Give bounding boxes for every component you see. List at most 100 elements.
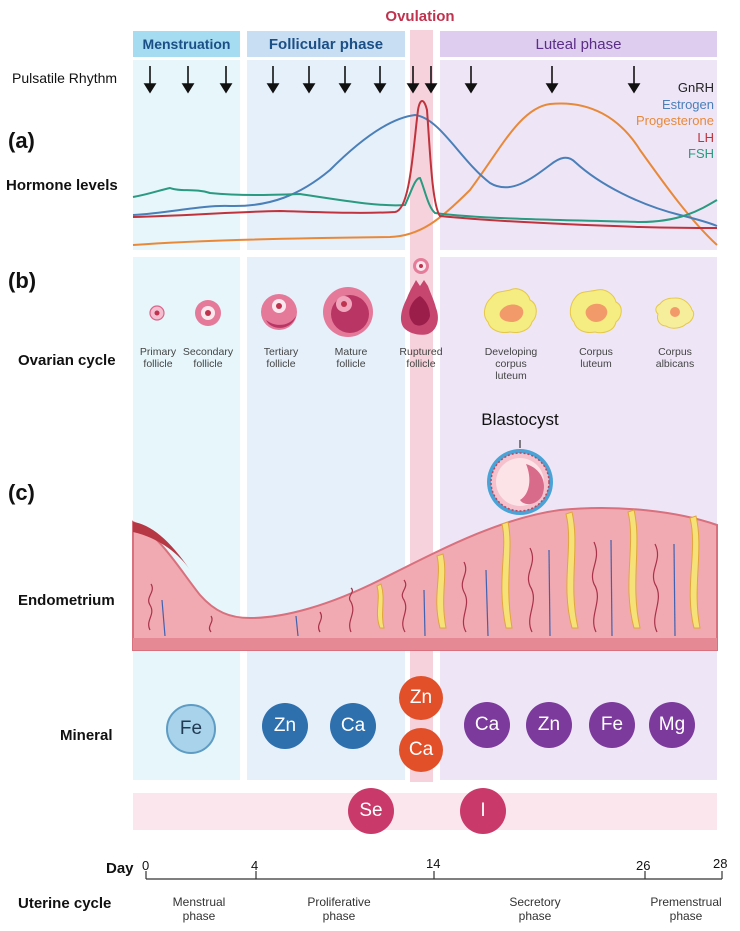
hormone-legend: GnRH Estrogen Progesterone LH FSH xyxy=(636,80,714,163)
phase-label-line: Proliferative xyxy=(307,895,371,909)
follicle-label-ruptured: Ruptured follicle xyxy=(381,346,461,370)
day-label: Day xyxy=(106,860,134,877)
pulse-arrow xyxy=(464,66,478,94)
spiral-artery xyxy=(652,543,660,633)
spiral-artery xyxy=(401,579,407,633)
legend-lh: LH xyxy=(697,129,714,145)
mineral-ca-ovulation: Ca xyxy=(399,728,443,772)
pulsatile-label: Pulsatile Rhythm xyxy=(12,70,118,86)
follicle-label-line: follicle xyxy=(406,358,436,370)
corpus-albicans-icon xyxy=(655,297,695,329)
ovarian-cycle-label: Ovarian cycle xyxy=(18,352,116,369)
legend-estrogen: Estrogen xyxy=(661,96,714,112)
pulse-arrow xyxy=(219,66,233,94)
vein xyxy=(485,569,489,637)
pulse-arrow xyxy=(338,66,352,94)
mineral-fe-luteal: Fe xyxy=(589,702,635,748)
phase-label-line: phase xyxy=(322,909,356,923)
whole-cycle-band xyxy=(133,793,717,830)
follicle-label-line: follicle xyxy=(193,358,223,370)
phase-label-line: Menstrual xyxy=(172,895,226,909)
tick-label-0: 0 xyxy=(142,858,150,873)
pulse-arrow xyxy=(143,66,157,94)
progesterone-curve xyxy=(132,102,718,246)
endometrium-label: Endometrium xyxy=(18,592,115,609)
legend-fsh: FSH xyxy=(688,146,714,161)
pulse-arrow xyxy=(373,66,387,94)
follicle-label-line: corpus xyxy=(495,358,527,370)
mature-follicle-icon xyxy=(323,287,373,337)
pulse-arrow xyxy=(266,66,280,94)
pulse-arrow xyxy=(406,66,420,94)
follicle-label-developing-cl: Developing corpus luteum xyxy=(471,346,551,382)
tick-label-28: 28 xyxy=(713,856,728,871)
spiral-artery xyxy=(148,583,153,631)
pulse-arrow xyxy=(627,66,641,94)
follicle-label-line: albicans xyxy=(655,358,695,370)
spiral-artery xyxy=(591,541,599,633)
follicle-label-mature: Mature follicle xyxy=(311,346,391,370)
follicle-label-line: follicle xyxy=(266,358,296,370)
gland xyxy=(501,521,513,629)
menstrual-phase-label: Menstrual phase xyxy=(149,895,249,923)
corpus-luteum-icon xyxy=(569,289,622,334)
fsh-curve xyxy=(132,176,718,224)
mineral-fe-menstruation: Fe xyxy=(166,704,216,754)
shedding-layer xyxy=(133,522,190,570)
tick-label-26: 26 xyxy=(636,858,651,873)
mineral-i-whole-cycle: I xyxy=(460,788,506,834)
vein xyxy=(548,549,551,637)
hormone-curves xyxy=(132,100,718,246)
follicle-label-corpus-albicans: Corpus albicans xyxy=(635,346,715,370)
secretory-phase-label: Secretory phase xyxy=(485,895,585,923)
pulse-arrow xyxy=(424,66,438,94)
gland xyxy=(565,511,579,629)
follicle-label-line: Tertiary xyxy=(263,346,299,358)
developing-corpus-luteum-icon xyxy=(483,288,537,333)
spiral-artery xyxy=(208,615,213,633)
endometrium-illustration xyxy=(132,506,718,651)
spiral-artery xyxy=(461,561,468,633)
mineral-se-whole-cycle: Se xyxy=(348,788,394,834)
mineral-ca-luteal: Ca xyxy=(464,702,510,748)
follicle-label-line: Corpus xyxy=(658,346,692,358)
follicle-label-line: Primary xyxy=(139,346,177,358)
gland xyxy=(627,509,641,629)
gland xyxy=(689,515,701,629)
legend-gnrh: GnRH xyxy=(677,80,714,95)
follicle-label-line: Secondary xyxy=(182,346,234,358)
menstruation-header: Menstruation xyxy=(133,31,240,57)
pulse-arrow xyxy=(302,66,316,94)
pulse-arrow xyxy=(181,66,195,94)
released-ovum-icon xyxy=(413,258,429,274)
follicle-label-line: luteum xyxy=(580,358,612,370)
gland xyxy=(376,583,385,629)
vein xyxy=(295,615,299,637)
phase-label-line: Secretory xyxy=(509,895,561,909)
follicle-label-line: luteum xyxy=(495,370,527,382)
lh-curve xyxy=(132,100,718,229)
gnrh-pulse-arrows xyxy=(143,66,641,94)
follicle-label-line: follicle xyxy=(143,358,173,370)
follicle-label-primary: Primary follicle xyxy=(118,346,198,370)
proliferative-phase-label: Proliferative phase xyxy=(289,895,389,923)
ovulation-title: Ovulation xyxy=(385,8,455,25)
follicle-label-line: Corpus xyxy=(579,346,613,358)
follicular-band-b xyxy=(247,257,405,780)
follicle-label-line: Mature xyxy=(334,346,368,358)
mineral-zn-ovulation: Zn xyxy=(399,676,443,720)
vein xyxy=(673,543,676,637)
mineral-label: Mineral xyxy=(60,727,113,744)
vein xyxy=(610,539,613,637)
premenstrual-phase-label: Premenstrual phase xyxy=(636,895,736,923)
tick-label-4: 4 xyxy=(251,858,259,873)
panel-a-label: (a) xyxy=(8,128,35,153)
phase-label-line: phase xyxy=(518,909,552,923)
estrogen-curve xyxy=(132,113,718,227)
spiral-artery xyxy=(348,587,354,633)
day-axis xyxy=(145,871,723,880)
vein xyxy=(423,589,426,637)
hormone-levels-label: Hormone levels xyxy=(6,177,118,194)
panel-c-label: (c) xyxy=(8,480,35,505)
tertiary-follicle-icon xyxy=(261,294,297,330)
